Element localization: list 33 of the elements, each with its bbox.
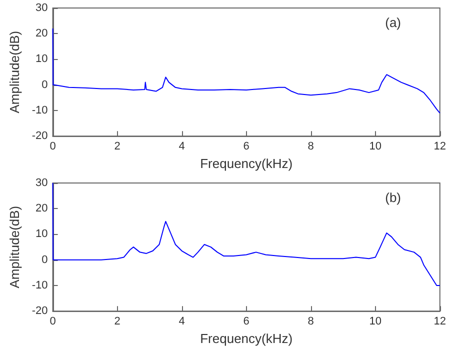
x-tick-label: 12 xyxy=(434,316,446,328)
x-tick-label: 4 xyxy=(178,140,185,153)
y-axis-title: Amplitude(dB) xyxy=(7,30,22,114)
y-tick-label: 20 xyxy=(36,202,48,215)
annotation: (a) xyxy=(385,15,401,30)
x-tick-label: 6 xyxy=(243,140,250,153)
x-tick-label: 10 xyxy=(369,140,382,153)
y-tick-label: 10 xyxy=(36,228,48,240)
x-tick-label: 10 xyxy=(369,316,382,328)
y-tick-label: 20 xyxy=(36,28,48,40)
x-tick-label: 6 xyxy=(243,316,250,328)
y-tick-label: 0 xyxy=(42,78,48,91)
x-axis-title: Frequency(kHz) xyxy=(200,331,293,346)
y-tick-label: 30 xyxy=(36,177,48,189)
y-tick-label: -10 xyxy=(32,279,48,292)
x-tick-label: 8 xyxy=(308,316,314,328)
x-tick-label: 4 xyxy=(178,316,185,328)
y-tick-label: 10 xyxy=(36,53,48,66)
x-tick-label: 0 xyxy=(50,316,56,328)
x-axis-title: Frequency(kHz) xyxy=(200,156,293,171)
x-tick-label: 2 xyxy=(114,140,120,153)
y-tick-label: -20 xyxy=(32,130,48,142)
y-tick-label: -10 xyxy=(32,104,48,116)
y-tick-label: 0 xyxy=(42,254,48,266)
y-tick-label: -20 xyxy=(32,305,48,318)
x-tick-label: 2 xyxy=(114,316,120,328)
x-tick-label: 12 xyxy=(434,140,446,153)
y-tick-label: 30 xyxy=(36,2,48,14)
line-series xyxy=(52,182,440,286)
x-tick-label: 0 xyxy=(50,140,56,153)
annotation: (b) xyxy=(385,190,401,205)
y-axis-title: Amplitude(dB) xyxy=(7,206,22,288)
x-tick-label: 8 xyxy=(308,140,314,153)
